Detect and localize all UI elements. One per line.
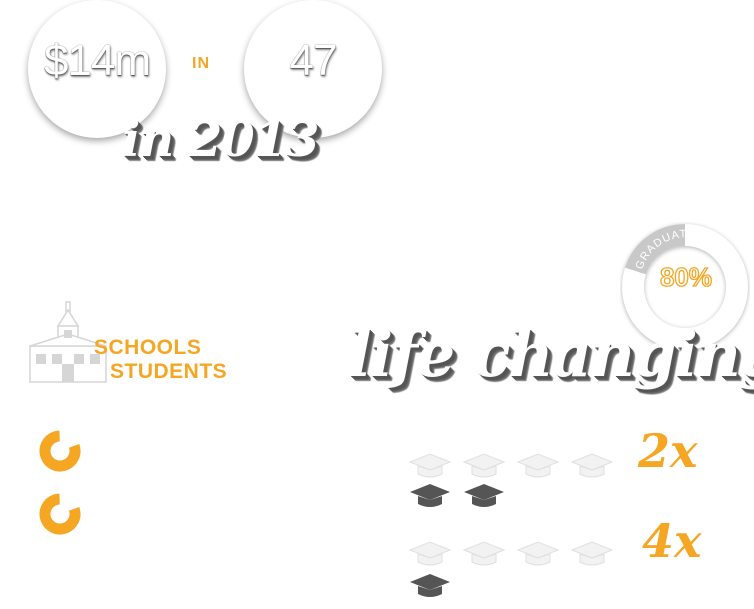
solid-caps-row-2 — [410, 574, 450, 597]
comparison-row-2 — [408, 540, 738, 606]
students-word: STUDENTS — [110, 360, 228, 383]
ring-indicator-2 — [38, 492, 82, 536]
faded-caps-row-1 — [408, 453, 614, 478]
comparison-row-1 — [408, 448, 738, 518]
amount-circle: $14m — [28, 0, 166, 138]
faded-caps-row-2 — [408, 541, 614, 566]
graduate-donut-chart: GRADUATE 80% — [622, 224, 748, 350]
count-value: 47 — [289, 36, 338, 85]
multiplier-4x: 4x — [642, 514, 702, 568]
connector-word: IN — [192, 55, 210, 72]
life-changing-heading: life changing — [348, 318, 754, 391]
multiplier-2x: 2x — [638, 424, 698, 478]
graduate-donut: GRADUATE 80% — [620, 222, 750, 352]
amount-value: $14m — [43, 36, 151, 85]
schools-word: SCHOOLS — [94, 336, 202, 359]
year-heading: in 2013 — [122, 112, 319, 168]
graduate-percent: 80% — [660, 262, 712, 292]
ring-indicator-1 — [38, 429, 82, 473]
solid-caps-row-1 — [410, 484, 504, 507]
donut-grey-segment — [625, 224, 686, 275]
school-building-icon — [28, 300, 108, 386]
count-circle: 47 — [244, 0, 382, 138]
